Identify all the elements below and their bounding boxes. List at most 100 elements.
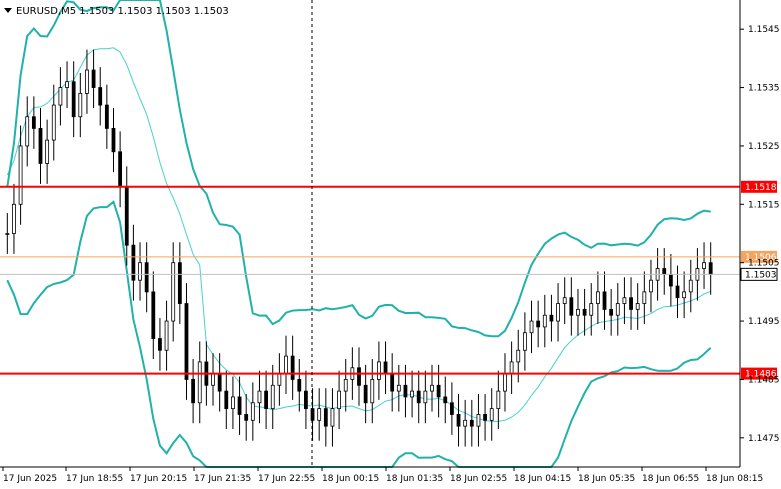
candle-body <box>436 384 441 398</box>
candle-body <box>131 244 136 281</box>
candle-body <box>257 390 262 404</box>
candle-body <box>104 104 109 129</box>
candle-body <box>264 390 269 410</box>
candle-body <box>377 361 381 380</box>
candle-body <box>31 116 36 129</box>
candle-body <box>668 273 673 287</box>
candle-body <box>496 390 501 410</box>
candle-body <box>509 361 514 374</box>
candle-body <box>503 373 507 392</box>
candle-body <box>158 338 162 351</box>
candle-body <box>171 262 176 322</box>
candle-body <box>304 390 308 410</box>
price-level-tag <box>741 367 777 380</box>
price-levels: 1.1518 1.1506 1.1503 1.1486 <box>0 180 778 380</box>
bollinger-upper-band <box>6 0 711 338</box>
candle-body <box>330 408 335 427</box>
candle-body <box>675 285 680 299</box>
candle-body <box>562 297 567 304</box>
candle-body <box>390 373 395 392</box>
candle-body <box>589 303 594 316</box>
candle-body <box>111 128 116 153</box>
time-tick-label: 18 Jun 04:15 <box>514 474 571 484</box>
candle-body <box>85 69 89 94</box>
candle-body <box>191 379 196 404</box>
price-tick-label: 1.1485 <box>748 375 780 385</box>
candle-body <box>595 291 600 304</box>
time-tick-label: 17 Jun 22:55 <box>258 474 315 484</box>
candle-body <box>622 297 627 304</box>
time-tick-label: 17 Jun 2025 <box>3 474 57 484</box>
candle-body <box>536 320 541 328</box>
price-tick-label: 1.1495 <box>748 317 780 327</box>
candle-body <box>197 361 202 404</box>
candle-body <box>144 262 149 293</box>
candle-body <box>688 279 693 293</box>
candle-body <box>410 390 414 398</box>
candle-body <box>98 87 103 106</box>
candle-body <box>569 297 574 316</box>
triangle-down-icon[interactable] <box>4 8 12 13</box>
candle-body <box>297 379 302 392</box>
candle-body <box>642 291 647 304</box>
candle-body <box>250 402 255 421</box>
candle-body <box>456 414 461 427</box>
candle-body <box>343 379 348 392</box>
candle-body <box>12 203 16 234</box>
time-axis[interactable]: 17 Jun 2025 17 Jun 18:55 17 Jun 20:15 17 Ju… <box>2 467 763 484</box>
candle-body <box>91 69 96 88</box>
price-level-tag <box>741 180 777 193</box>
candle-body <box>469 419 474 427</box>
candle-body <box>138 262 142 281</box>
candle-body <box>357 367 361 386</box>
candle-body <box>662 268 667 275</box>
candle-body <box>211 373 215 386</box>
candle-body <box>231 396 235 410</box>
price-axis[interactable]: 1.1545 1.1535 1.1525 1.1515 1.1505 1.1495 1.14… <box>740 25 780 444</box>
candle-body <box>609 308 614 316</box>
candle-body <box>184 303 189 380</box>
candle-body <box>423 390 428 404</box>
candle-body <box>403 384 408 398</box>
candle-body <box>177 262 182 304</box>
candle-body <box>396 384 401 392</box>
time-tick-label: 18 Jun 05:35 <box>578 474 635 484</box>
candle-body <box>38 128 43 164</box>
candle-body <box>337 390 341 410</box>
price-level-label: 1.1503 <box>745 270 777 280</box>
time-tick-label: 17 Jun 21:35 <box>194 474 251 484</box>
candle-body <box>443 396 448 404</box>
chart-header: EURUSD,M5 1.1503 1.1503 1.1503 1.1503 <box>4 6 229 17</box>
price-tick-label: 1.1515 <box>748 200 780 210</box>
candle-body <box>51 104 56 141</box>
candle-body <box>151 291 156 339</box>
candle-body <box>463 419 468 427</box>
candle-body <box>164 320 169 351</box>
time-tick-label: 18 Jun 06:55 <box>642 474 699 484</box>
candle-body <box>363 384 368 404</box>
candle-body <box>542 314 547 328</box>
price-level-tag <box>741 250 777 263</box>
candle-body <box>556 303 560 322</box>
candle-body <box>416 390 421 404</box>
price-level-label: 1.1518 <box>745 183 777 193</box>
symbol-info: EURUSD,M5 1.1503 1.1503 1.1503 1.1503 <box>16 6 229 17</box>
candle-body <box>582 308 587 316</box>
candle-body <box>25 116 30 147</box>
time-tick-label: 18 Jun 01:35 <box>386 474 443 484</box>
candle-body <box>18 145 23 205</box>
candle-body <box>45 139 50 164</box>
moving-average-layer <box>6 47 711 422</box>
candle-body <box>383 361 388 374</box>
candle-body <box>370 379 375 404</box>
candle-body <box>118 151 123 188</box>
candle-body <box>71 81 76 118</box>
candle-body <box>430 384 434 392</box>
candle-body <box>449 402 454 415</box>
candle-body <box>682 291 687 299</box>
price-tick-label: 1.1525 <box>748 142 780 152</box>
candle-body <box>270 384 275 410</box>
candle-body <box>702 262 706 269</box>
candle-body <box>649 279 653 293</box>
